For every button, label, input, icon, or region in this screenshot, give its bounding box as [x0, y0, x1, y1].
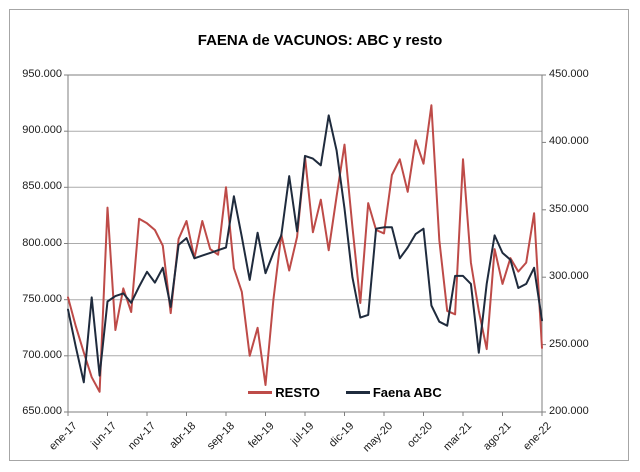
y-axis-tick-right: 350.000 [549, 202, 589, 215]
y-axis-tick-left: 750.000 [22, 292, 62, 305]
legend-swatch-resto [248, 391, 273, 394]
legend-item-resto: RESTO [248, 385, 320, 400]
chart-title: FAENA de VACUNOS: ABC y resto [197, 32, 443, 49]
y-axis-tick-left: 850.000 [22, 180, 62, 193]
legend-label-faena-abc: Faena ABC [372, 385, 442, 400]
y-axis-tick-left: 700.000 [22, 348, 62, 361]
chart-frame [9, 9, 629, 461]
y-axis-tick-right: 300.000 [549, 270, 589, 283]
y-axis-tick-left: 650.000 [22, 405, 62, 417]
y-axis-tick-right: 450.000 [549, 68, 589, 80]
y-axis-tick-left: 900.000 [22, 124, 62, 137]
y-axis-tick-right: 400.000 [549, 135, 589, 148]
y-axis-tick-left: 950.000 [22, 68, 62, 80]
y-axis-tick-right: 200.000 [549, 405, 589, 417]
legend-label-resto: RESTO [275, 385, 320, 400]
legend-swatch-faena-abc [345, 391, 370, 394]
y-axis-tick-left: 800.000 [22, 236, 62, 249]
legend-item-faena-abc: Faena ABC [345, 385, 442, 400]
legend: RESTO Faena ABC [68, 385, 582, 400]
y-axis-tick-right: 250.000 [549, 337, 589, 350]
